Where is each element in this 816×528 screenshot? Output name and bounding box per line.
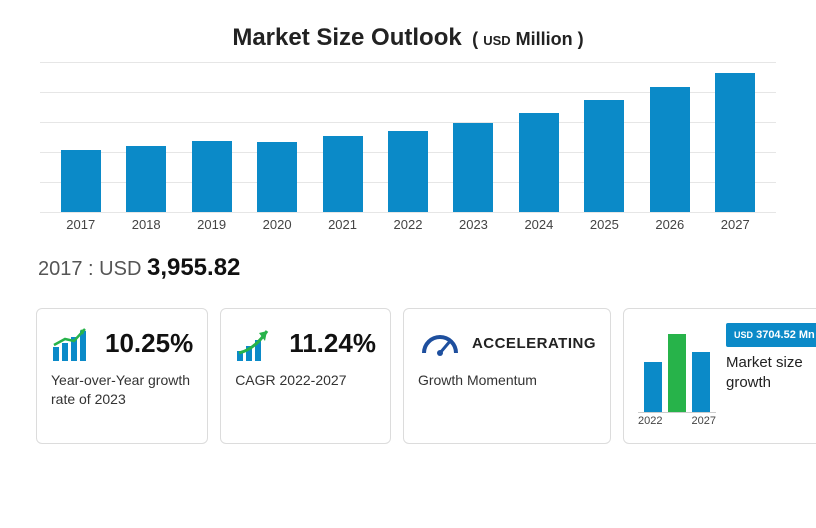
bar-col: [48, 150, 113, 212]
yoy-value: 10.25%: [105, 328, 193, 359]
x-label: 2024: [506, 217, 571, 232]
bar: [453, 123, 493, 212]
bar-col: [113, 146, 178, 212]
bar: [388, 131, 428, 212]
bar-col: [441, 123, 506, 212]
base-year-value: 2017 : USD 3,955.82: [38, 254, 780, 282]
bar: [323, 136, 363, 212]
bar-col: [310, 136, 375, 212]
mini-bar-2027: [692, 352, 710, 412]
growth-badge: USD 3704.52 Mn: [726, 323, 816, 347]
yoy-label: Year-over-Year growth rate of 2023: [51, 371, 193, 409]
chart-title: Market Size Outlook: [232, 24, 461, 51]
bar: [519, 113, 559, 212]
mini-bar-2022: [644, 362, 662, 412]
kpi-cards-row: 10.25% Year-over-Year growth rate of 202…: [36, 308, 780, 444]
x-label: 2025: [572, 217, 637, 232]
x-label: 2026: [637, 217, 702, 232]
title-usd: USD: [483, 33, 510, 48]
x-label: 2017: [48, 217, 113, 232]
base-year: 2017: [38, 258, 83, 280]
bar: [257, 142, 297, 212]
x-label: 2018: [113, 217, 178, 232]
growth-title: Market size growth: [726, 353, 816, 392]
market-size-bar-chart: 2017201820192020202120222023202420252026…: [40, 62, 776, 232]
card-momentum: ACCELERATING Growth Momentum: [403, 308, 611, 444]
bar: [715, 73, 755, 212]
bar: [61, 150, 101, 212]
bar-col: [506, 113, 571, 212]
card-market-size-growth: 2022 2027 USD 3704.52 Mn Market size gro…: [623, 308, 816, 444]
bar-col: [244, 142, 309, 212]
mini-x-right: 2027: [692, 415, 716, 427]
bar-growth-icon: [51, 323, 95, 363]
x-label: 2023: [441, 217, 506, 232]
cagr-value: 11.24%: [289, 328, 376, 359]
bar-col: [637, 87, 702, 212]
base-year-currency: USD: [99, 258, 141, 280]
bar: [584, 100, 624, 212]
momentum-value: ACCELERATING: [472, 335, 596, 352]
chart-x-axis: 2017201820192020202120222023202420252026…: [40, 217, 776, 232]
paren-open: (: [472, 29, 478, 49]
x-label: 2021: [310, 217, 375, 232]
gauge-icon: [418, 323, 462, 363]
cagr-label: CAGR 2022-2027: [235, 371, 376, 390]
bar-col: [703, 73, 768, 212]
momentum-label: Growth Momentum: [418, 371, 596, 390]
cagr-arrow-icon: [235, 323, 279, 363]
x-label: 2020: [244, 217, 309, 232]
badge-value: 3704.52 Mn: [756, 329, 815, 341]
bar-col: [572, 100, 637, 212]
mini-x-left: 2022: [638, 415, 662, 427]
badge-usd: USD: [734, 330, 753, 340]
mini-bar-delta: [668, 334, 686, 412]
bar-col: [375, 131, 440, 212]
x-label: 2022: [375, 217, 440, 232]
base-year-sep: :: [83, 258, 100, 280]
x-label: 2019: [179, 217, 244, 232]
base-year-amount: 3,955.82: [147, 254, 240, 281]
chart-title-row: Market Size Outlook ( USD Million ): [36, 24, 780, 52]
bar-col: [179, 141, 244, 212]
chart-bars: [40, 62, 776, 212]
paren-close: ): [578, 29, 584, 49]
card-cagr: 11.24% CAGR 2022-2027: [220, 308, 391, 444]
x-label: 2027: [703, 217, 768, 232]
mini-bar-chart: [638, 323, 716, 413]
chart-title-unit: ( USD Million ): [472, 29, 584, 49]
title-unit: Million: [516, 29, 573, 49]
mini-x-labels: 2022 2027: [638, 415, 716, 427]
bar: [192, 141, 232, 212]
bar: [126, 146, 166, 212]
bar: [650, 87, 690, 212]
card-yoy: 10.25% Year-over-Year growth rate of 202…: [36, 308, 208, 444]
